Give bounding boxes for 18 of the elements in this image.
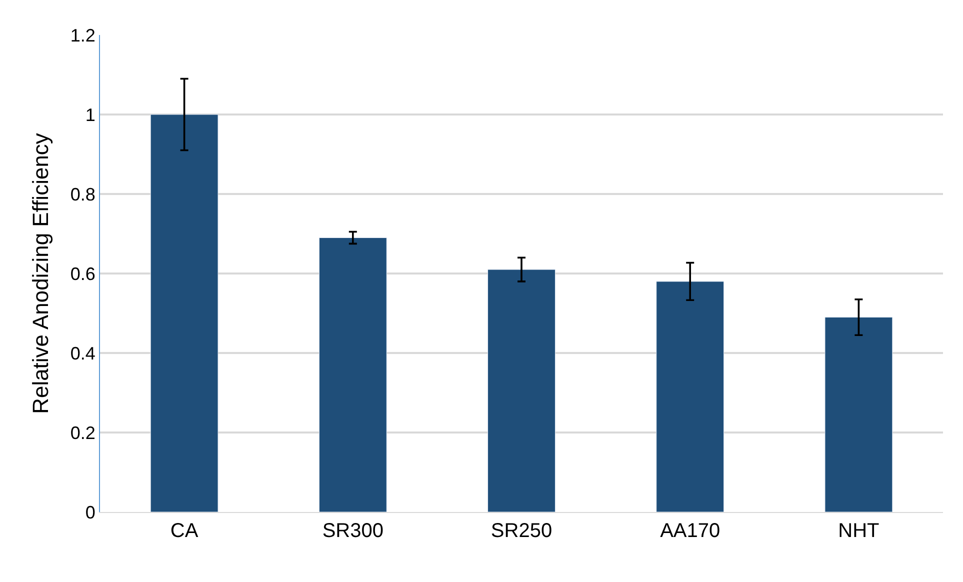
bar [488,269,556,512]
bar [150,114,218,512]
y-tick-label: 1 [85,104,96,125]
x-tick-label: NHT [838,520,880,542]
bar [824,316,893,512]
x-tick-label: SR250 [490,520,552,542]
x-tick-label: AA170 [660,520,720,542]
y-tick-label: 0.8 [70,184,96,204]
y-tick-label: 0.2 [70,422,96,443]
y-tick-label: 0 [85,502,96,522]
bar [656,281,724,512]
y-tick-label: 0.4 [70,343,96,364]
bar [318,237,387,512]
x-tick-label: SR300 [322,520,384,542]
y-tick-label: 0.6 [70,264,96,284]
y-axis-title: Relative Anodizing Efficiency [28,133,54,414]
y-tick-label: 1.2 [70,25,96,46]
x-tick-label: CA [170,520,199,542]
